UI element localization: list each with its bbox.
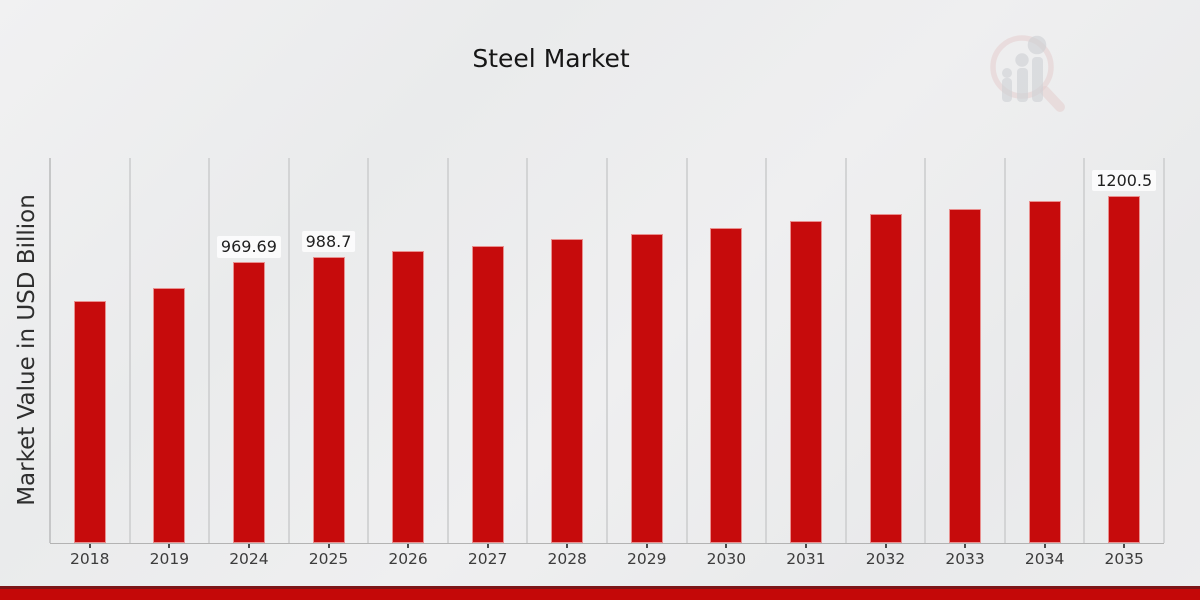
x-tick-label-2027: 2027 bbox=[467, 550, 508, 568]
footer-red-bar bbox=[0, 586, 1200, 600]
x-tick-label-2028: 2028 bbox=[547, 550, 587, 568]
x-tick-2035 bbox=[1123, 544, 1126, 548]
x-tick-label-2034: 2034 bbox=[1024, 550, 1065, 568]
gridline bbox=[128, 158, 131, 543]
bar-2027 bbox=[471, 245, 504, 544]
magnifier-handle-icon bbox=[1040, 86, 1065, 112]
x-tick-2031 bbox=[804, 544, 807, 548]
x-tick-2026 bbox=[407, 544, 410, 548]
plot-area: 2018 2019 2024 969.69 2025 988.7 2026 2027 2028 2… bbox=[49, 158, 1165, 568]
magnifier-ring-icon bbox=[990, 35, 1054, 99]
magnifier-bar-chart-logo-icon bbox=[990, 35, 1065, 112]
x-tick-label-2018: 2018 bbox=[70, 550, 110, 568]
x-tick-2025 bbox=[327, 544, 330, 548]
gridline bbox=[1003, 158, 1006, 543]
bar-2034 bbox=[1028, 200, 1061, 544]
gridline bbox=[367, 158, 370, 543]
x-tick-label-2019: 2019 bbox=[149, 550, 190, 568]
x-tick-2029 bbox=[645, 544, 648, 548]
x-tick-label-2032: 2032 bbox=[865, 550, 906, 568]
bar-2025 bbox=[312, 256, 345, 544]
gridline bbox=[924, 158, 927, 543]
logo-dot-small bbox=[1002, 68, 1012, 78]
gridline bbox=[526, 158, 529, 543]
gridline bbox=[685, 158, 688, 543]
bar-2029 bbox=[630, 233, 663, 544]
gridline bbox=[446, 158, 449, 543]
x-tick-2033 bbox=[964, 544, 967, 548]
gridline bbox=[208, 158, 211, 543]
x-tick-label-2024: 2024 bbox=[229, 550, 269, 568]
gridline bbox=[1083, 158, 1086, 543]
x-tick-label-2026: 2026 bbox=[388, 550, 428, 568]
logo-dot-large bbox=[1027, 35, 1047, 55]
gridline bbox=[287, 158, 290, 543]
bar-value-label-2035: 1200.5 bbox=[1092, 169, 1157, 191]
x-tick-2030 bbox=[725, 544, 728, 548]
x-tick-2032 bbox=[884, 544, 887, 548]
bar-2031 bbox=[789, 221, 822, 544]
bar-2033 bbox=[949, 208, 982, 544]
x-axis-line bbox=[50, 543, 1164, 544]
x-tick-label-2030: 2030 bbox=[706, 550, 747, 568]
chart-title: Steel Market bbox=[472, 44, 630, 73]
x-tick-2028 bbox=[566, 544, 569, 548]
x-tick-label-2029: 2029 bbox=[627, 550, 667, 568]
bar-2018 bbox=[73, 301, 106, 544]
gridline bbox=[844, 158, 847, 543]
x-tick-label-2031: 2031 bbox=[786, 550, 826, 568]
bar-2028 bbox=[551, 238, 584, 544]
gridline bbox=[606, 158, 608, 543]
y-axis-label: Market Value in USD Billion bbox=[14, 194, 40, 506]
x-tick-2024 bbox=[247, 544, 250, 548]
x-tick-2019 bbox=[168, 544, 171, 548]
x-tick-2034 bbox=[1043, 544, 1046, 548]
x-tick-2018 bbox=[88, 544, 91, 548]
bar-2035 bbox=[1108, 195, 1141, 544]
x-tick-label-2035: 2035 bbox=[1104, 550, 1144, 568]
x-tick-label-2025: 2025 bbox=[308, 550, 349, 568]
x-tick-2027 bbox=[486, 544, 489, 548]
bar-2030 bbox=[710, 227, 743, 544]
y-axis-line bbox=[49, 158, 51, 543]
bar-value-label-2025: 988.7 bbox=[301, 230, 356, 253]
bar-2019 bbox=[153, 288, 186, 544]
logo-bar-small bbox=[1002, 78, 1012, 102]
logo-bar-medium bbox=[1017, 68, 1028, 102]
logo-dot-medium bbox=[1015, 53, 1029, 67]
bar-2032 bbox=[869, 214, 902, 544]
x-tick-label-2033: 2033 bbox=[945, 550, 985, 568]
logo-bar-large bbox=[1032, 57, 1043, 102]
gridline bbox=[765, 158, 768, 543]
bar-2024 bbox=[232, 262, 265, 544]
gridline bbox=[1163, 158, 1165, 543]
bar-2026 bbox=[392, 251, 425, 544]
bar-value-label-2024: 969.69 bbox=[216, 236, 281, 258]
